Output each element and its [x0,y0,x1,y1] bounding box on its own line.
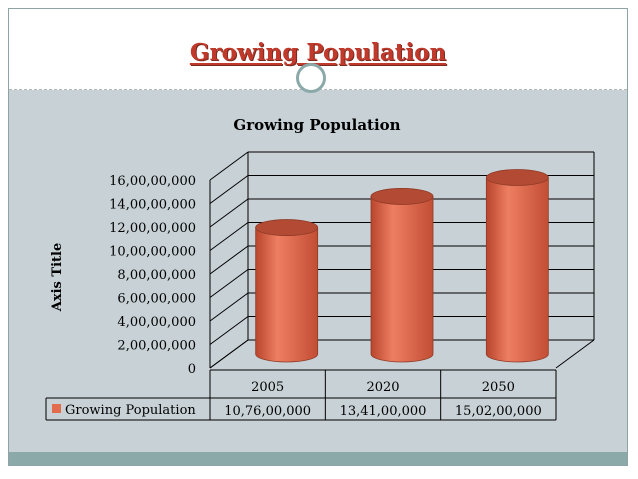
legend-swatch [52,404,61,413]
category-label: 2050 [482,380,515,395]
chart-title: Growing Population [233,116,400,134]
data-table: 2005 10,76,00,000 2020 13,41,00,000 2050 15,0… [45,369,557,421]
gridline-side [209,198,249,228]
category-label: 2005 [251,380,284,395]
bottom-bar [9,452,627,465]
cylinder-top [485,169,549,186]
floor-right-edge [555,339,595,369]
category-label: 2020 [366,380,399,395]
gridline-side [209,222,249,251]
bar-2005 [255,219,319,363]
y-tick-label: 2,00,00,000 [117,339,196,354]
gridline-side [209,292,249,322]
y-tick-label: 14,00,00,000 [109,198,196,213]
data-value-label: 13,41,00,000 [340,404,427,419]
cylinder-body [370,196,434,363]
data-value-label: 10,76,00,000 [224,404,311,419]
cylinder-top [255,219,319,236]
data-value-label: 15,02,00,000 [455,404,542,419]
y-tick-label: 6,00,00,000 [117,292,196,307]
y-tick-label: 10,00,00,000 [109,245,196,260]
y-axis-title: Axis Title [50,243,65,312]
cylinder-top [370,188,434,205]
y-tick-label: 4,00,00,000 [117,315,196,330]
y-tick-label: 8,00,00,000 [117,268,196,283]
cylinder-body [255,227,319,363]
circle-ornament [296,63,326,93]
gridline-side [209,269,249,298]
gridline-side [209,245,249,275]
slide-title: Growing Population [189,39,447,66]
gridline-side [209,339,249,369]
gridline-side [209,151,249,181]
bar-2020 [370,188,434,363]
bar-2050 [485,169,549,363]
y-tick-label: 16,00,00,000 [109,174,196,189]
cylinder-body [485,177,549,363]
y-tick-label: 12,00,00,000 [109,221,196,236]
y-tick-label: 0 [188,362,196,377]
y-tick-labels: 0 2,00,00,000 4,00,00,000 6,00,00,000 8,00,0… [109,174,196,377]
gridline-side [209,175,249,204]
bar-layer [255,169,549,363]
legend-series-name: Growing Population [65,403,196,418]
gridline-side [209,316,249,345]
